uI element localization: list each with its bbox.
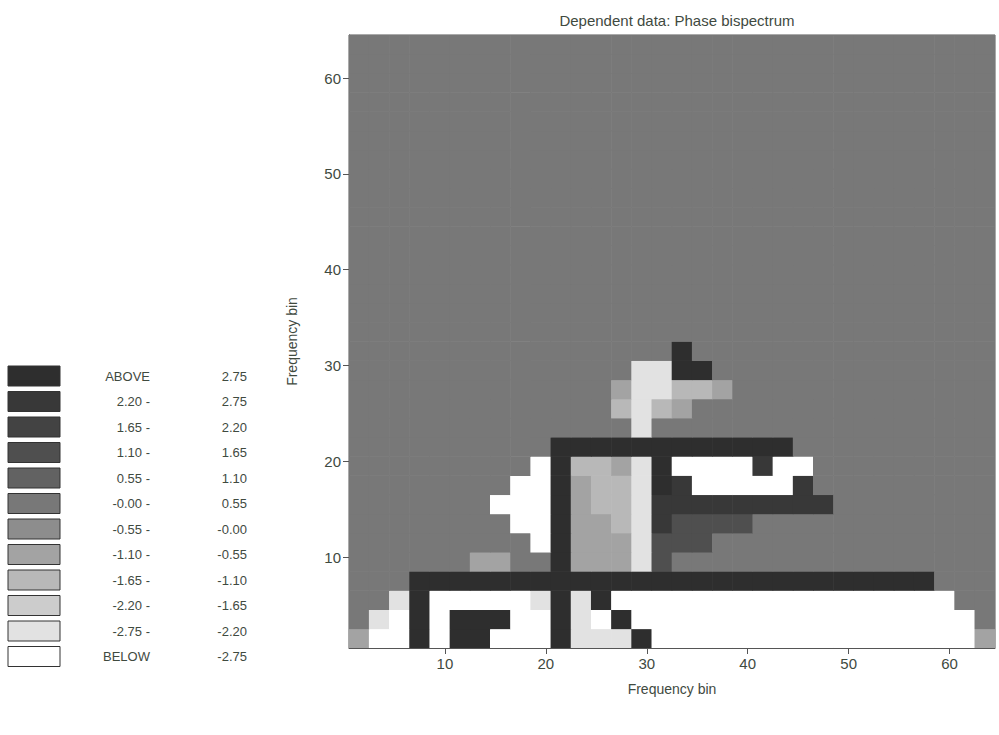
svg-text:50: 50: [324, 165, 341, 182]
svg-text:BELOW: BELOW: [103, 649, 151, 664]
svg-text:1.65: 1.65: [222, 445, 247, 460]
svg-text:-1.10 -: -1.10 -: [112, 547, 150, 562]
svg-text:Dependent data: Phase bispectr: Dependent data: Phase bispectrum: [559, 12, 794, 29]
svg-text:10: 10: [437, 655, 454, 672]
svg-text:30: 30: [324, 357, 341, 374]
svg-text:50: 50: [840, 655, 857, 672]
svg-text:10: 10: [324, 549, 341, 566]
svg-text:-2.75: -2.75: [217, 649, 247, 664]
svg-text:60: 60: [324, 70, 341, 87]
svg-text:30: 30: [638, 655, 655, 672]
svg-text:-1.65 -: -1.65 -: [112, 573, 150, 588]
svg-text:40: 40: [324, 261, 341, 278]
svg-text:2.20 -: 2.20 -: [117, 394, 150, 409]
svg-text:2.75: 2.75: [222, 369, 247, 384]
svg-text:0.55 -: 0.55 -: [117, 471, 150, 486]
svg-text:-1.10: -1.10: [217, 573, 247, 588]
svg-text:-0.55: -0.55: [217, 547, 247, 562]
svg-text:Frequency bin: Frequency bin: [284, 297, 300, 386]
svg-text:-0.55 -: -0.55 -: [112, 522, 150, 537]
svg-text:-2.75 -: -2.75 -: [112, 624, 150, 639]
svg-text:-2.20: -2.20: [217, 624, 247, 639]
svg-text:-0.00 -: -0.00 -: [112, 496, 150, 511]
svg-text:1.65 -: 1.65 -: [117, 420, 150, 435]
svg-text:-2.20 -: -2.20 -: [112, 598, 150, 613]
svg-text:2.20: 2.20: [222, 420, 247, 435]
svg-text:40: 40: [739, 655, 756, 672]
svg-text:0.55: 0.55: [222, 496, 247, 511]
svg-text:-0.00: -0.00: [217, 522, 247, 537]
svg-text:20: 20: [537, 655, 554, 672]
svg-text:Frequency bin: Frequency bin: [628, 681, 717, 697]
svg-text:2.75: 2.75: [222, 394, 247, 409]
svg-text:1.10: 1.10: [222, 471, 247, 486]
svg-text:1.10 -: 1.10 -: [117, 445, 150, 460]
svg-text:60: 60: [941, 655, 958, 672]
svg-text:-1.65: -1.65: [217, 598, 247, 613]
svg-text:20: 20: [324, 453, 341, 470]
svg-text:ABOVE: ABOVE: [105, 369, 150, 384]
